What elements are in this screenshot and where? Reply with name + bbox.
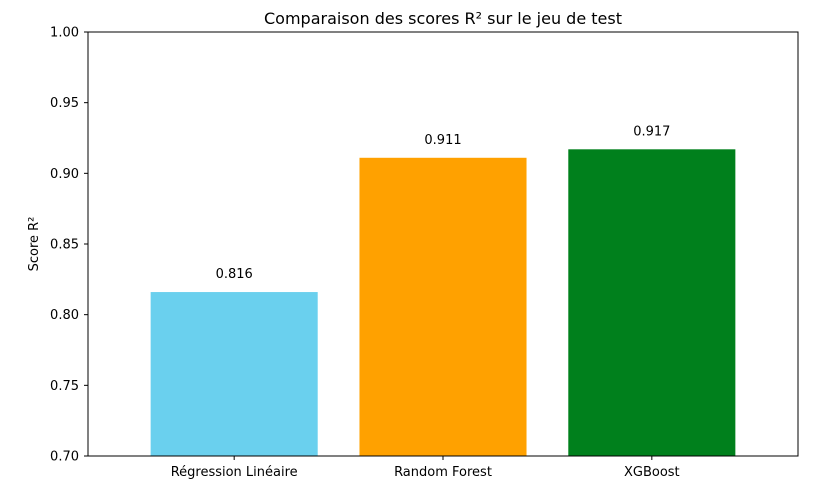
value-labels: 0.816 0.911 0.917 xyxy=(216,124,671,282)
y-axis-title: Score R² xyxy=(27,217,42,272)
y-tick-label-7: 1.00 xyxy=(50,26,79,41)
y-tick-label-2: 0.75 xyxy=(50,379,79,394)
y-tick-label-4: 0.85 xyxy=(50,238,79,253)
bar-2 xyxy=(359,157,527,456)
x-axis: Régression Linéaire Random Forest XGBoost xyxy=(171,456,680,480)
chart-title: Comparaison des scores R² sur le jeu de … xyxy=(264,9,622,28)
x-tick-label-3: XGBoost xyxy=(624,465,680,480)
bar-1 xyxy=(150,292,318,456)
y-tick-label-1: 0.70 xyxy=(50,450,79,465)
x-tick-label-2: Random Forest xyxy=(394,465,492,480)
value-label-3: 0.917 xyxy=(633,124,670,139)
y-tick-label-6: 0.95 xyxy=(50,96,79,111)
value-label-2: 0.911 xyxy=(424,133,461,148)
y-tick-label-3: 0.80 xyxy=(50,308,79,323)
bars-layer xyxy=(150,149,736,456)
x-tick-label-1: Régression Linéaire xyxy=(171,465,298,480)
value-label-1: 0.816 xyxy=(216,267,253,282)
y-axis: 0.70 0.75 0.80 0.85 0.90 0.95 1.00 xyxy=(50,26,88,465)
plot-frame xyxy=(87,31,799,457)
bar-3 xyxy=(568,149,736,456)
y-tick-label-5: 0.90 xyxy=(50,167,79,182)
